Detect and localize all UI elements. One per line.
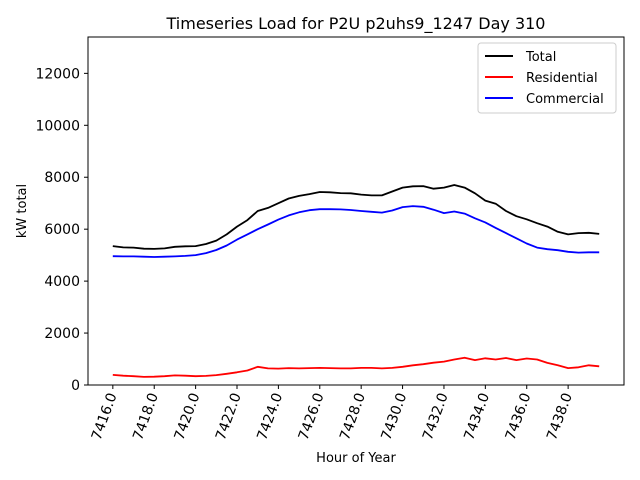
x-axis-label: Hour of Year	[316, 451, 396, 466]
x-tick-label: 7418.0	[130, 391, 162, 443]
x-tick-label: 7420.0	[172, 391, 204, 443]
plot-series-group	[112, 184, 600, 378]
x-tick-label: 7432.0	[420, 391, 452, 443]
x-tick-label: 7416.0	[89, 391, 121, 443]
x-tick-label: 7434.0	[461, 391, 493, 443]
legend-label-commercial: Commercial	[526, 92, 604, 107]
y-tick-label: 10000	[35, 118, 80, 134]
y-axis-label: kW total	[15, 184, 30, 238]
series-line-residential	[112, 356, 600, 378]
series-line-total	[112, 184, 600, 250]
y-tick-label: 12000	[35, 66, 80, 82]
y-tick-label: 4000	[44, 274, 80, 290]
y-tick-label: 2000	[44, 326, 80, 342]
x-axis-ticks: 7416.0 7418.0 7420.0 7422.0 7424.0 7426.0 7428…	[89, 385, 576, 442]
x-tick-label: 7426.0	[296, 391, 328, 443]
legend-box	[477, 42, 617, 114]
y-axis-ticks: 0 2000 4000 6000 8000 10000 12000	[35, 66, 88, 394]
x-tick-label: 7436.0	[503, 391, 535, 443]
chart-title: Timeseries Load for P2U p2uhs9_1247 Day …	[166, 14, 546, 34]
x-tick-label: 7438.0	[544, 391, 576, 443]
legend-label-total: Total	[525, 50, 556, 65]
y-tick-label: 0	[71, 378, 80, 394]
x-tick-label: 7428.0	[337, 391, 369, 443]
y-tick-label: 8000	[44, 170, 80, 186]
legend: Total Residential Commercial	[477, 42, 617, 114]
x-tick-label: 7424.0	[254, 391, 286, 443]
x-tick-label: 7422.0	[213, 391, 245, 443]
legend-label-residential: Residential	[526, 71, 598, 86]
x-tick-label: 7430.0	[379, 391, 411, 443]
series-line-commercial	[112, 205, 600, 258]
y-tick-label: 6000	[44, 222, 80, 238]
plot-area-frame	[87, 36, 625, 386]
